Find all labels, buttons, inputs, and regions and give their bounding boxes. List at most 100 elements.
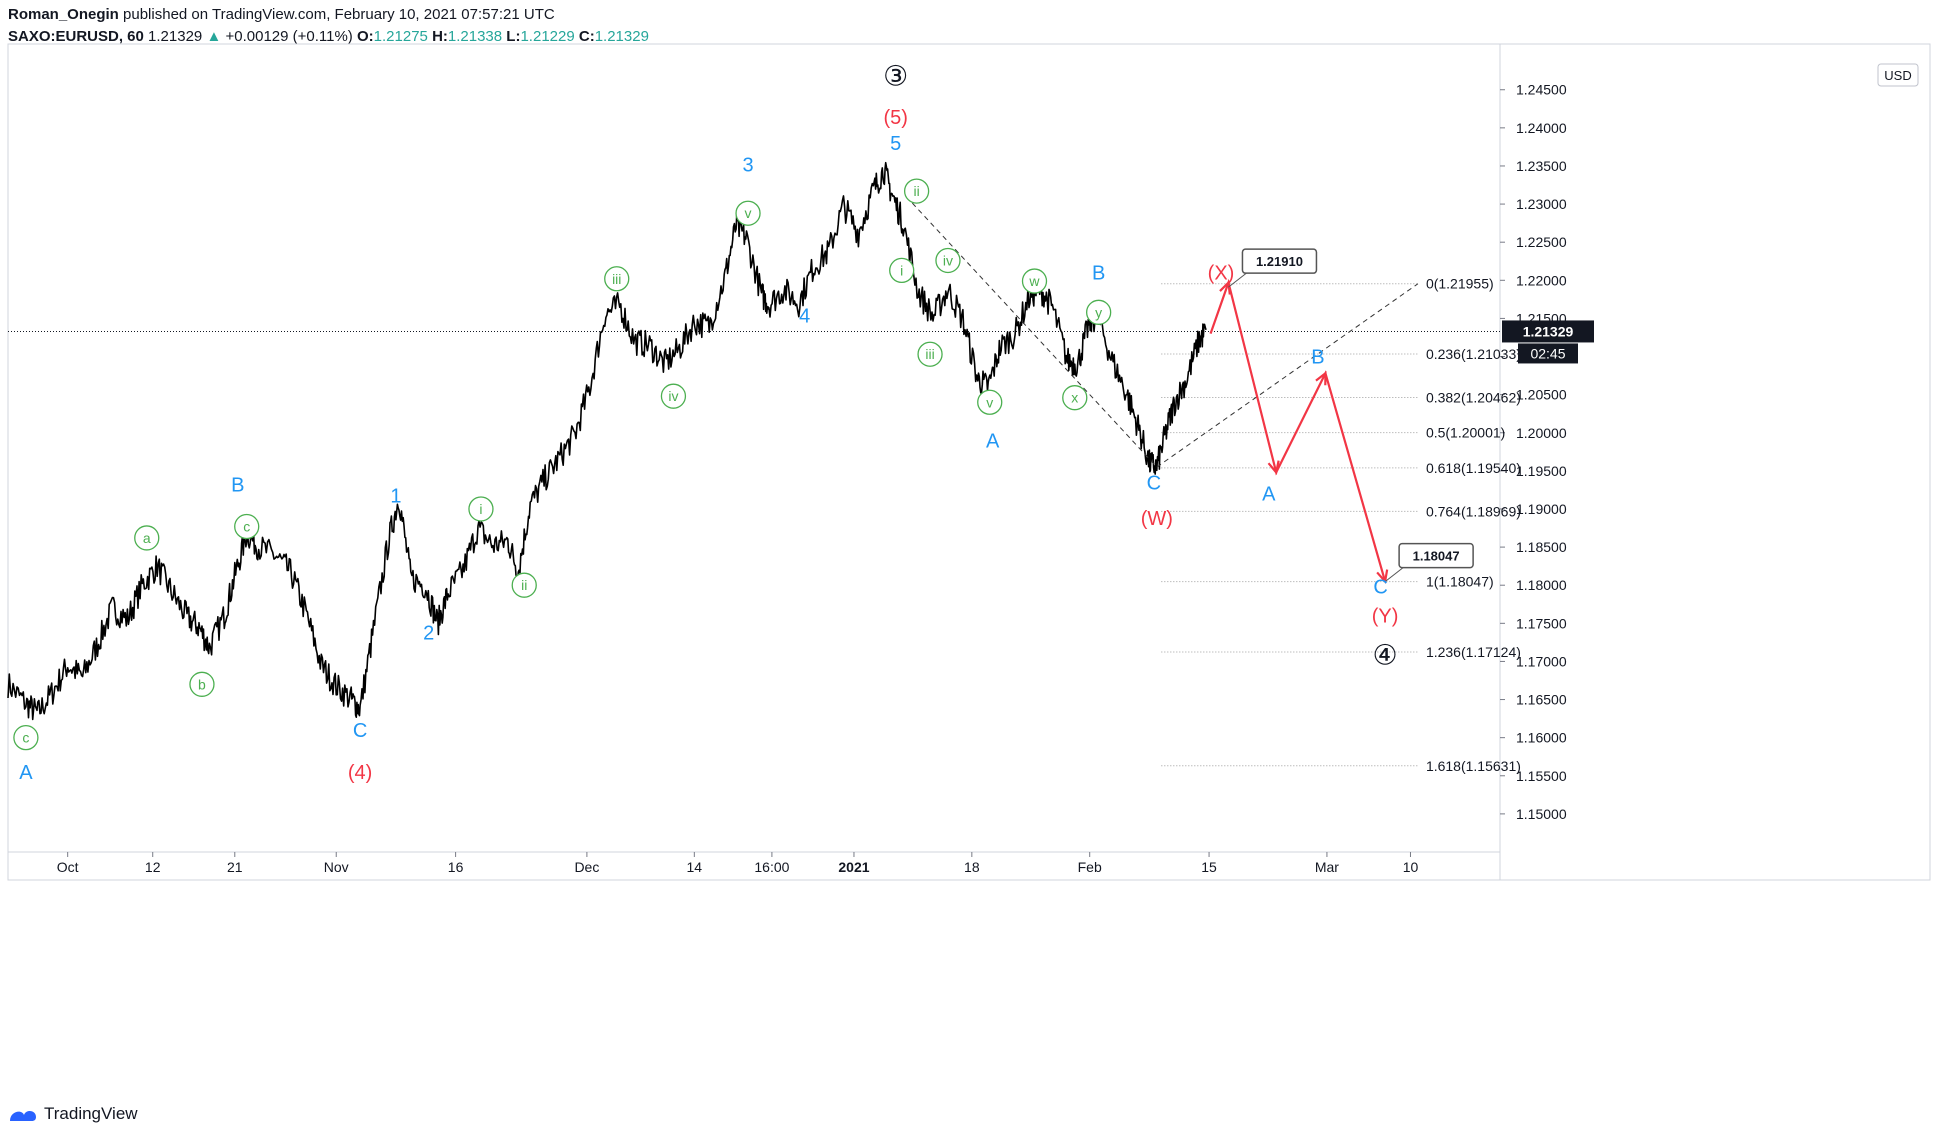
- fib-level-label: 0.382(1.20462): [1426, 390, 1521, 406]
- x-tick-label: Oct: [57, 859, 79, 875]
- wave-label: (Y): [1372, 606, 1399, 628]
- dashed-trend-line: [1156, 283, 1419, 468]
- wave-label: i: [900, 262, 903, 278]
- x-tick-label: 16: [448, 859, 464, 875]
- wave-label: 5: [890, 133, 901, 155]
- x-tick-label: 21: [227, 859, 243, 875]
- wave-label-circle: [1062, 385, 1088, 411]
- wave-label: A: [1262, 484, 1276, 506]
- wave-label: A: [19, 762, 33, 784]
- y-tick-label: 1.18000: [1516, 577, 1567, 593]
- callout-price: 1.18047: [1413, 549, 1460, 564]
- chart-frame: [7, 43, 1931, 881]
- wave-label: iv: [943, 252, 953, 268]
- wave-label-circle: [1021, 268, 1048, 294]
- symbol-legend: SAXO:EURUSD, 60 1.21329 ▲ +0.00129 (+0.1…: [8, 28, 649, 45]
- wave-label: B: [231, 475, 244, 497]
- wave-label-circle: [917, 341, 943, 367]
- x-tick-label: Dec: [574, 859, 599, 875]
- wave-label-circle: [1086, 299, 1112, 325]
- fib-level-label: 1(1.18047): [1426, 574, 1494, 590]
- callout-box[interactable]: [1241, 248, 1318, 274]
- low-label: L:: [506, 28, 521, 45]
- wave-label: iii: [925, 346, 934, 362]
- y-tick-label: 1.22500: [1516, 234, 1567, 250]
- price-series-line[interactable]: [7, 161, 1207, 721]
- tradingview-brand[interactable]: TradingView: [8, 1104, 138, 1124]
- wave-label: c: [243, 519, 250, 535]
- countdown-badge: [1518, 343, 1578, 364]
- wave-label: w: [1028, 273, 1040, 289]
- projection-arrowhead: [1315, 371, 1327, 386]
- author-name[interactable]: Roman_Onegin: [8, 6, 119, 23]
- y-tick-label: 1.20000: [1516, 425, 1567, 441]
- x-tick-label: 12: [145, 859, 161, 875]
- wave-label: v: [986, 394, 993, 410]
- current-price-text: 1.21329: [1523, 323, 1574, 339]
- wave-label: c: [22, 730, 29, 746]
- y-tick-label: 1.15000: [1516, 806, 1567, 822]
- wave-label-circle: [735, 200, 761, 226]
- fib-level-label: 0.764(1.18969): [1426, 503, 1521, 519]
- wave-label: iv: [668, 388, 678, 404]
- wave-label: ii: [914, 183, 920, 199]
- y-tick-label: 1.23500: [1516, 158, 1567, 174]
- publish-date: published on TradingView.com, February 1…: [123, 6, 555, 23]
- wave-label: ③: [883, 60, 908, 91]
- wave-label: y: [1095, 304, 1102, 320]
- wave-label-circle: [511, 572, 537, 598]
- callout-pointer: [1384, 567, 1404, 583]
- x-tick-label: Mar: [1315, 859, 1339, 875]
- up-arrow-icon: ▲: [206, 28, 222, 45]
- wave-label-circle: [903, 178, 930, 204]
- wave-label: B: [1311, 347, 1324, 369]
- x-tick-label: 16:00: [754, 859, 789, 875]
- y-tick-label: 1.17500: [1516, 615, 1567, 631]
- projection-arrowhead: [1219, 280, 1231, 295]
- wave-label: (5): [884, 107, 908, 129]
- callout-price: 1.21910: [1256, 254, 1303, 269]
- brand-label: TradingView: [44, 1104, 138, 1123]
- tradingview-logo-icon: [10, 1111, 36, 1121]
- fib-level-label: 0.5(1.20001): [1426, 425, 1505, 441]
- price-change: +0.00129 (+0.11%): [225, 28, 353, 45]
- y-tick-label: 1.23000: [1516, 196, 1567, 212]
- wave-label: C: [1147, 472, 1161, 494]
- projection-path[interactable]: [1209, 278, 1387, 582]
- fib-level-label: 0.236(1.21033): [1426, 346, 1521, 362]
- y-tick-label: 1.20500: [1516, 387, 1567, 403]
- wave-label-circle: [889, 257, 915, 284]
- wave-label-circle: [660, 383, 687, 409]
- callout-box[interactable]: [1398, 542, 1474, 569]
- y-tick-label: 1.19500: [1516, 463, 1567, 479]
- projection-arrowhead: [1267, 460, 1280, 475]
- high-label: H:: [432, 28, 448, 45]
- wave-label-circle: [468, 496, 494, 522]
- fib-level-label: 0.618(1.19540): [1426, 460, 1521, 476]
- x-tick-label: 18: [964, 859, 980, 875]
- y-tick-label: 1.22000: [1516, 272, 1567, 288]
- x-tick-label: 2021: [838, 859, 869, 875]
- wave-label: 3: [742, 154, 753, 176]
- y-tick-label: 1.18500: [1516, 539, 1567, 555]
- wave-label: 4: [799, 305, 810, 327]
- currency-badge[interactable]: [1877, 63, 1919, 87]
- wave-label: (W): [1141, 508, 1173, 530]
- wave-label-circle: [134, 525, 160, 551]
- y-tick-label: 1.24500: [1516, 82, 1567, 98]
- wave-label: ④: [1373, 640, 1398, 671]
- currency-label: USD: [1884, 68, 1911, 83]
- wave-label: x: [1071, 390, 1078, 406]
- x-tick-label: 10: [1403, 859, 1419, 875]
- symbol-name[interactable]: SAXO:EURUSD, 60: [8, 28, 144, 45]
- x-tick-label: 15: [1201, 859, 1217, 875]
- wave-label: B: [1092, 263, 1105, 285]
- close-value: 1.21329: [594, 28, 649, 45]
- wave-label: C: [1373, 577, 1387, 599]
- close-label: C:: [578, 28, 595, 45]
- y-tick-label: 1.15500: [1516, 768, 1567, 784]
- wave-label: (X): [1208, 263, 1235, 285]
- wave-label-circle: [604, 266, 630, 292]
- dashed-trend-line: [905, 196, 1158, 468]
